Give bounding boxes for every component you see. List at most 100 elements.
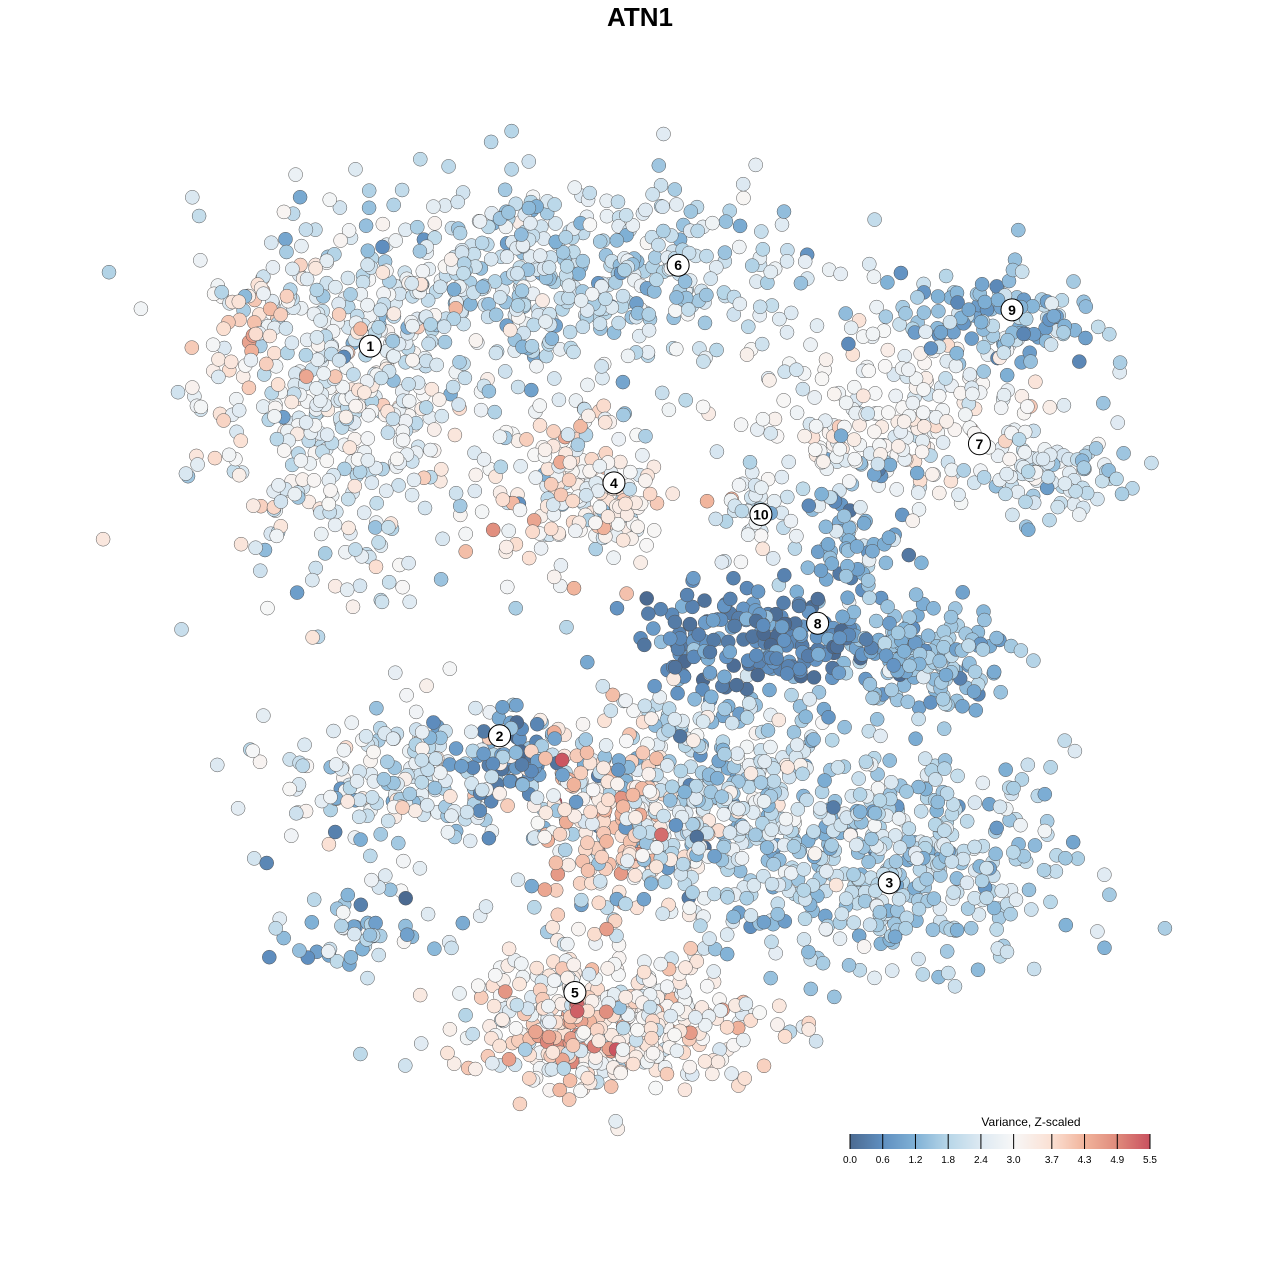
data-point-cluster-3	[693, 918, 708, 933]
data-point-cluster-3	[759, 840, 775, 855]
data-point-cluster-9	[1000, 332, 1015, 348]
data-point-cluster-2	[481, 830, 497, 846]
data-point-cluster-6	[645, 187, 660, 202]
data-point-cluster-4	[618, 496, 633, 512]
data-point-cluster-7	[1020, 464, 1036, 479]
data-point-cluster-2	[395, 800, 410, 815]
data-point-cluster-5	[697, 1054, 713, 1069]
data-point-cluster-6	[561, 278, 577, 293]
cluster-label-10: 10	[749, 502, 773, 526]
data-point-cluster-8	[881, 530, 897, 545]
data-point-cluster-3	[926, 891, 942, 906]
data-point-cluster-4	[661, 402, 677, 418]
data-point-cluster-2	[414, 724, 430, 740]
data-point-cluster-1	[231, 294, 247, 309]
data-point-cluster-8	[811, 647, 826, 662]
data-point-cluster-2	[262, 949, 277, 965]
data-point-cluster-2	[366, 744, 381, 760]
data-point-cluster-9	[1016, 326, 1031, 342]
data-point-cluster-6	[592, 234, 608, 249]
data-point-cluster-2	[351, 809, 367, 825]
data-point-cluster-3	[909, 851, 925, 866]
data-point-cluster-7	[1040, 469, 1056, 485]
data-point-cluster-5	[561, 857, 576, 873]
data-point-cluster-5	[398, 1058, 413, 1073]
data-point-cluster-1	[279, 244, 294, 260]
data-point-cluster-5	[512, 976, 527, 992]
data-point-cluster-2	[328, 757, 344, 772]
data-point-cluster-1	[368, 520, 383, 535]
data-point-cluster-6	[696, 354, 711, 369]
data-point-cluster-1	[353, 321, 368, 336]
data-point-cluster-6	[797, 254, 813, 269]
data-point-cluster-6	[360, 257, 375, 273]
data-point-cluster-7	[846, 432, 862, 447]
data-point-cluster-6	[510, 379, 526, 395]
data-point-cluster-1	[253, 563, 268, 578]
data-point-cluster-6	[655, 199, 670, 214]
data-point-cluster-2	[454, 758, 469, 774]
data-point-cluster-6	[648, 250, 663, 265]
data-point-cluster-6	[483, 134, 499, 150]
data-point-cluster-6	[774, 217, 790, 232]
data-point-cluster-1	[276, 443, 292, 458]
data-point-cluster-6	[615, 374, 631, 390]
data-point-cluster-8	[1013, 643, 1029, 658]
data-point-cluster-6	[654, 385, 670, 401]
data-point-cluster-3	[707, 849, 722, 864]
data-point-cluster-8	[682, 616, 698, 632]
data-point-cluster-3	[1102, 887, 1117, 902]
data-point-cluster-5	[492, 1038, 507, 1054]
data-point-cluster-3	[685, 885, 700, 900]
data-point-cluster-5	[635, 745, 651, 761]
data-point-cluster-4	[492, 429, 508, 444]
data-point-cluster-6	[358, 218, 374, 233]
data-point-cluster-1	[231, 403, 247, 418]
data-point-cluster-6	[544, 331, 560, 346]
data-point-cluster-4	[665, 486, 680, 501]
data-point-cluster-10	[789, 528, 804, 544]
data-point-cluster-3	[799, 792, 814, 808]
data-point-cluster-9	[949, 346, 964, 361]
data-point-cluster-4	[458, 544, 473, 559]
data-point-cluster-7	[808, 419, 824, 434]
data-point-cluster-3	[673, 763, 689, 779]
cluster-label-badge	[666, 253, 690, 277]
data-point-cluster-3	[852, 804, 868, 819]
data-point-cluster-4	[476, 452, 492, 467]
data-point-cluster-8	[909, 465, 925, 481]
data-point-cluster-3	[766, 857, 781, 872]
data-point-cluster-3	[827, 989, 842, 1005]
data-point-cluster-3	[797, 911, 813, 927]
cluster-label-badge	[488, 724, 512, 748]
data-point-cluster-6	[620, 348, 636, 364]
data-point-cluster-4	[528, 470, 543, 485]
data-point-cluster-1	[174, 622, 189, 637]
data-point-cluster-6	[521, 154, 537, 169]
data-point-cluster-8	[789, 584, 805, 600]
data-point-cluster-1	[293, 453, 309, 468]
data-point-cluster-6	[594, 359, 609, 374]
data-point-cluster-2	[321, 944, 336, 959]
data-point-cluster-3	[746, 878, 762, 893]
data-point-cluster-3	[717, 701, 732, 717]
data-point-cluster-1	[264, 235, 279, 250]
data-point-cluster-1	[248, 326, 264, 342]
data-point-cluster-9	[916, 305, 932, 320]
data-point-cluster-3	[741, 696, 757, 711]
data-point-cluster-3	[1043, 760, 1058, 775]
data-point-cluster-4	[501, 523, 516, 539]
data-point-cluster-6	[598, 291, 613, 307]
data-point-cluster-8	[880, 599, 895, 614]
data-point-cluster-3	[716, 807, 732, 822]
data-point-cluster-3	[1027, 838, 1043, 853]
data-point-cluster-1	[380, 425, 396, 440]
data-point-cluster-7	[818, 352, 834, 367]
data-point-cluster-1	[389, 451, 405, 467]
data-point-cluster-8	[835, 609, 850, 625]
data-point-cluster-6	[535, 293, 550, 308]
data-point-cluster-7	[733, 417, 749, 432]
data-point-cluster-6	[456, 266, 471, 281]
data-point-cluster-5	[628, 810, 643, 825]
data-point-cluster-9	[898, 306, 913, 321]
